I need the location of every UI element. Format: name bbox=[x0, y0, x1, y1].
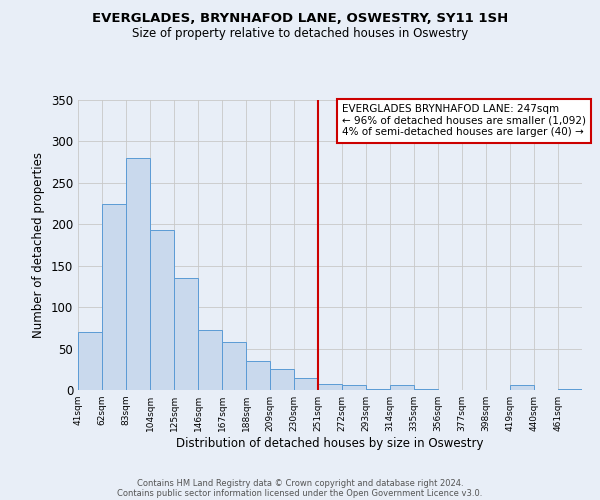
Bar bbox=[222, 342, 246, 390]
Y-axis label: Number of detached properties: Number of detached properties bbox=[32, 152, 46, 338]
Bar bbox=[78, 332, 102, 390]
Bar bbox=[102, 204, 126, 390]
Bar bbox=[270, 370, 294, 390]
Bar bbox=[318, 384, 342, 390]
Bar bbox=[126, 158, 150, 390]
Bar bbox=[342, 385, 366, 390]
Bar bbox=[174, 278, 198, 390]
Text: EVERGLADES BRYNHAFOD LANE: 247sqm
← 96% of detached houses are smaller (1,092)
4: EVERGLADES BRYNHAFOD LANE: 247sqm ← 96% … bbox=[342, 104, 586, 138]
Bar bbox=[150, 230, 174, 390]
Text: Contains HM Land Registry data © Crown copyright and database right 2024.: Contains HM Land Registry data © Crown c… bbox=[137, 478, 463, 488]
Text: Contains public sector information licensed under the Open Government Licence v3: Contains public sector information licen… bbox=[118, 488, 482, 498]
Bar bbox=[366, 389, 390, 390]
Text: EVERGLADES, BRYNHAFOD LANE, OSWESTRY, SY11 1SH: EVERGLADES, BRYNHAFOD LANE, OSWESTRY, SY… bbox=[92, 12, 508, 26]
Bar bbox=[510, 385, 534, 390]
Bar bbox=[246, 361, 270, 390]
Bar bbox=[198, 330, 222, 390]
Bar bbox=[294, 378, 318, 390]
Bar bbox=[414, 389, 438, 390]
Bar bbox=[558, 389, 582, 390]
Bar bbox=[390, 385, 414, 390]
X-axis label: Distribution of detached houses by size in Oswestry: Distribution of detached houses by size … bbox=[176, 437, 484, 450]
Text: Size of property relative to detached houses in Oswestry: Size of property relative to detached ho… bbox=[132, 28, 468, 40]
